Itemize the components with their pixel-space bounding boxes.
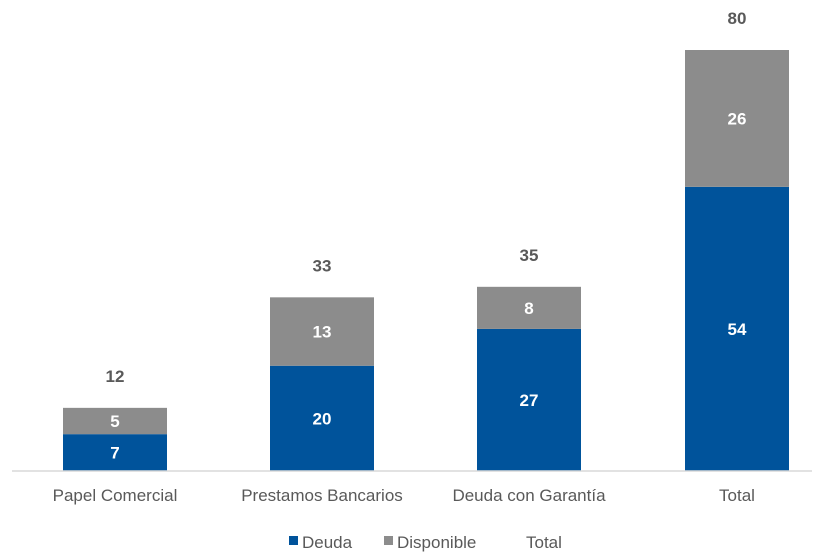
data-label-disponible-1: 13 [313, 323, 332, 342]
total-label-0: 12 [106, 367, 125, 386]
legend: Deuda Disponible Total [289, 533, 562, 552]
legend-label-0: Deuda [302, 533, 353, 552]
legend-swatch-0 [289, 536, 298, 545]
total-label-1: 33 [313, 256, 332, 275]
legend-label-1: Disponible [397, 533, 476, 552]
data-label-deuda-3: 54 [728, 320, 747, 339]
legend-swatch-1 [384, 536, 393, 545]
category-labels: Papel Comercial Prestamos Bancarios Deuda … [53, 486, 755, 505]
bar-deuda-3 [685, 186, 789, 471]
data-label-disponible-2: 8 [524, 299, 533, 318]
data-label-deuda-1: 20 [313, 409, 332, 428]
x-tick-label-3: Total [719, 486, 755, 505]
data-label-deuda-0: 7 [110, 444, 119, 463]
data-label-deuda-2: 27 [520, 391, 539, 410]
x-tick-label-2: Deuda con Garantía [452, 486, 606, 505]
bar-disponible-1 [270, 297, 374, 366]
bar-deuda-1 [270, 365, 374, 471]
bar-disponible-0 [63, 407, 167, 435]
bar-disponible-3 [685, 50, 789, 187]
x-tick-label-0: Papel Comercial [53, 486, 178, 505]
total-label-3: 80 [728, 9, 747, 28]
bar-disponible-2 [477, 286, 581, 329]
legend-label-2: Total [526, 533, 562, 552]
x-tick-label-1: Prestamos Bancarios [241, 486, 403, 505]
bars-layer: 7 5 20 13 27 8 54 26 [63, 50, 789, 471]
total-label-2: 35 [520, 246, 539, 265]
bar-deuda-0 [63, 434, 167, 471]
bar-deuda-2 [477, 328, 581, 471]
data-label-disponible-3: 26 [728, 109, 747, 128]
data-label-disponible-0: 5 [110, 412, 119, 431]
totals-layer: 12 33 35 80 [106, 9, 747, 386]
